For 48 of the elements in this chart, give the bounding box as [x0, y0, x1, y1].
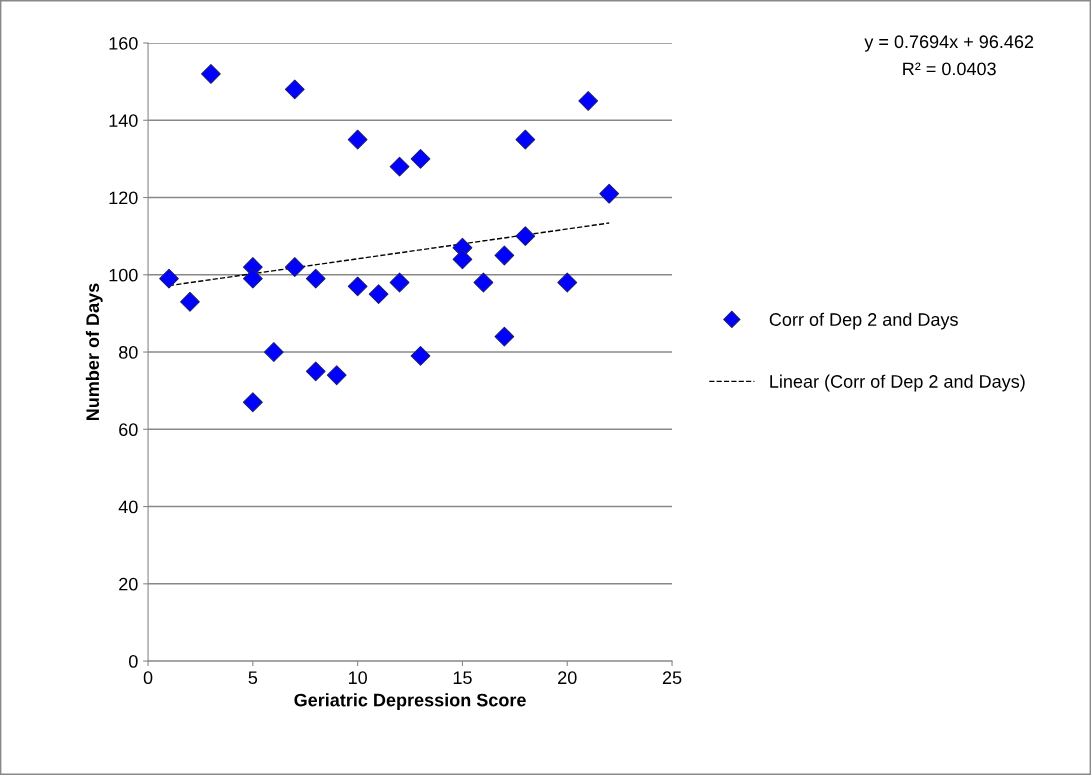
point [473, 272, 494, 293]
point [242, 268, 263, 289]
x-tick-label: 15 [453, 671, 472, 685]
y-tick-label: 100 [109, 268, 138, 282]
y-tick-label: 120 [109, 191, 138, 205]
point [347, 129, 368, 150]
text: R² = 0.0403 [903, 62, 996, 76]
point [305, 361, 326, 382]
legend-label: Linear (Corr of Dep 2 and Days) [770, 374, 1025, 392]
point [557, 272, 578, 293]
point [242, 392, 263, 413]
y-tick-label: 60 [119, 423, 138, 437]
point [515, 226, 536, 247]
point [263, 342, 284, 362]
point [284, 79, 305, 100]
x-tick-label: 0 [143, 671, 153, 685]
legend-label: Corr of Dep 2 and Days [769, 312, 958, 330]
y-tick-label: 80 [119, 345, 138, 359]
point [368, 284, 389, 304]
x-axis-title: Geriatric Depression Score [294, 693, 526, 711]
x-tick-label: 20 [558, 671, 577, 685]
point [347, 276, 368, 297]
point [410, 346, 431, 366]
point [410, 149, 431, 169]
y-tick-label: 40 [118, 500, 138, 514]
point [494, 326, 515, 347]
y-tick-label: 20 [119, 577, 138, 591]
point [389, 272, 410, 293]
y-tick-label: 0 [128, 655, 138, 668]
point [452, 249, 473, 270]
y-tick-label: 160 [109, 36, 138, 50]
point [326, 365, 347, 386]
point [284, 257, 305, 277]
x-tick-label: 10 [348, 671, 367, 685]
text: y = 0.7694x + 96.462 [864, 35, 1034, 52]
point [389, 156, 410, 177]
point [201, 64, 221, 84]
x-tick-label: 25 [662, 671, 682, 685]
x-tick-label: 5 [248, 671, 258, 685]
point [305, 268, 326, 289]
point [494, 245, 515, 266]
point [515, 129, 536, 150]
point [578, 91, 599, 111]
point [159, 268, 179, 289]
point [599, 183, 620, 204]
y-tick-label: 140 [109, 114, 138, 127]
y-axis-title: Number of Days [85, 283, 103, 421]
point [180, 291, 200, 312]
